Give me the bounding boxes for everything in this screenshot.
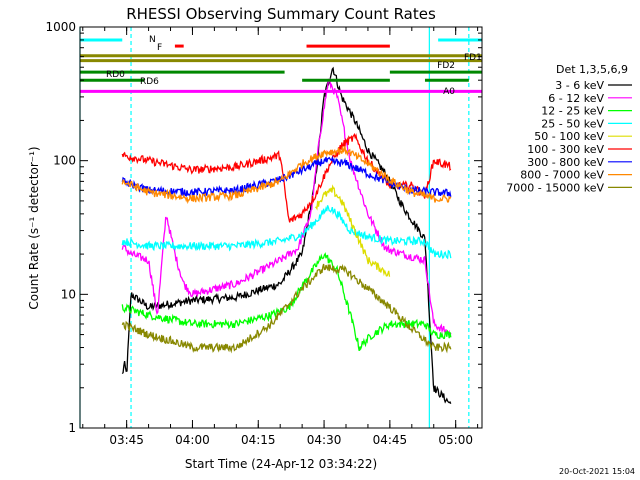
legend-label: 100 - 300 keV xyxy=(527,143,604,156)
x-tick-label: 04:45 xyxy=(373,433,408,447)
series-line xyxy=(121,146,452,205)
series-line xyxy=(121,252,452,352)
legend-label: 25 - 50 keV xyxy=(541,117,604,130)
legend-label: 300 - 800 keV xyxy=(527,156,604,169)
y-tick-label: 10 xyxy=(61,287,76,301)
legend-label: 6 - 12 keV xyxy=(548,92,604,105)
flag-label: F xyxy=(157,43,162,53)
legend-label: 12 - 25 keV xyxy=(541,105,604,118)
series-line xyxy=(121,205,452,260)
flag-label: A0 xyxy=(443,87,455,97)
flag-label: FD1 xyxy=(464,53,482,63)
flag-label: RD0 xyxy=(106,70,125,80)
y-axis-label: Count Rate (s⁻¹ detector⁻¹) xyxy=(27,146,41,309)
legend-label: 50 - 100 keV xyxy=(534,130,604,143)
plot-frame xyxy=(79,26,483,429)
legend-title: Det 1,3,5,6,9 xyxy=(556,63,628,76)
series-line xyxy=(315,184,391,277)
x-axis-label: Start Time (24-Apr-12 03:34:22) xyxy=(185,457,377,471)
series-line xyxy=(121,77,452,337)
footer-timestamp: 20-Oct-2021 15:04 xyxy=(559,467,635,476)
x-tick-label: 05:00 xyxy=(438,433,473,447)
series-line xyxy=(121,66,452,404)
flag-label: N xyxy=(149,35,156,45)
legend-label: 3 - 6 keV xyxy=(555,79,604,92)
y-tick-label: 1000 xyxy=(45,20,76,34)
y-tick-label: 100 xyxy=(53,154,76,168)
flag-label: RD6 xyxy=(140,77,159,87)
flag-label: FD2 xyxy=(437,61,455,71)
x-tick-label: 04:15 xyxy=(241,433,276,447)
chart-title: RHESSI Observing Summary Count Rates xyxy=(126,5,436,23)
legend-label: 800 - 7000 keV xyxy=(520,169,604,182)
y-tick-label: 1 xyxy=(68,421,76,435)
series-line xyxy=(121,263,452,354)
x-tick-label: 04:30 xyxy=(307,433,342,447)
x-tick-label: 04:00 xyxy=(175,433,210,447)
x-tick-label: 03:45 xyxy=(109,433,144,447)
legend-label: 7000 - 15000 keV xyxy=(506,181,604,194)
